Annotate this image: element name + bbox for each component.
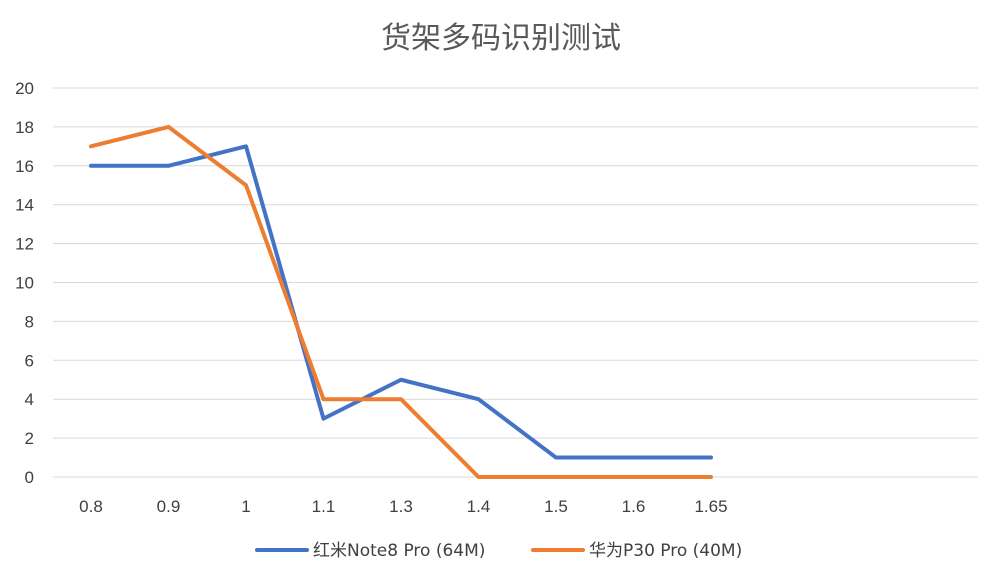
x-tick-label: 1.6 (622, 497, 646, 516)
series-line-0 (89, 144, 713, 460)
x-axis-ticks: 0.8 0.9 1 1.1 1.3 1.4 1.5 1.6 1.65 (79, 497, 727, 516)
x-tick-label: 0.8 (79, 497, 103, 516)
y-tick-label: 2 (25, 429, 34, 448)
legend-label: 华为P30 Pro (40M) (589, 541, 742, 561)
y-tick-label: 18 (15, 118, 34, 137)
y-tick-label: 6 (25, 351, 34, 370)
y-axis-ticks: 0 2 4 6 8 10 12 14 16 18 20 (15, 79, 34, 487)
x-tick-label: 1.3 (389, 497, 413, 516)
series-line-1 (89, 124, 713, 479)
y-tick-label: 4 (25, 390, 34, 409)
y-tick-label: 16 (15, 157, 34, 176)
chart-title: 货架多码识别测试 (381, 21, 621, 56)
x-tick-label: 1.1 (312, 497, 336, 516)
legend: 红米Note8 Pro (64M) 华为P30 Pro (40M) (255, 541, 742, 561)
x-tick-label: 0.9 (157, 497, 181, 516)
x-tick-label: 1.5 (544, 497, 568, 516)
legend-label: 红米Note8 Pro (64M) (313, 541, 485, 561)
y-tick-label: 0 (25, 468, 34, 487)
x-tick-label: 1 (241, 497, 250, 516)
y-tick-label: 20 (15, 79, 34, 98)
y-tick-label: 14 (15, 196, 34, 215)
x-tick-label: 1.65 (694, 497, 727, 516)
y-tick-label: 12 (15, 235, 34, 254)
y-tick-label: 8 (25, 312, 34, 331)
x-tick-label: 1.4 (467, 497, 491, 516)
series-lines (89, 124, 713, 479)
gridlines (53, 87, 978, 478)
y-tick-label: 10 (15, 274, 34, 293)
